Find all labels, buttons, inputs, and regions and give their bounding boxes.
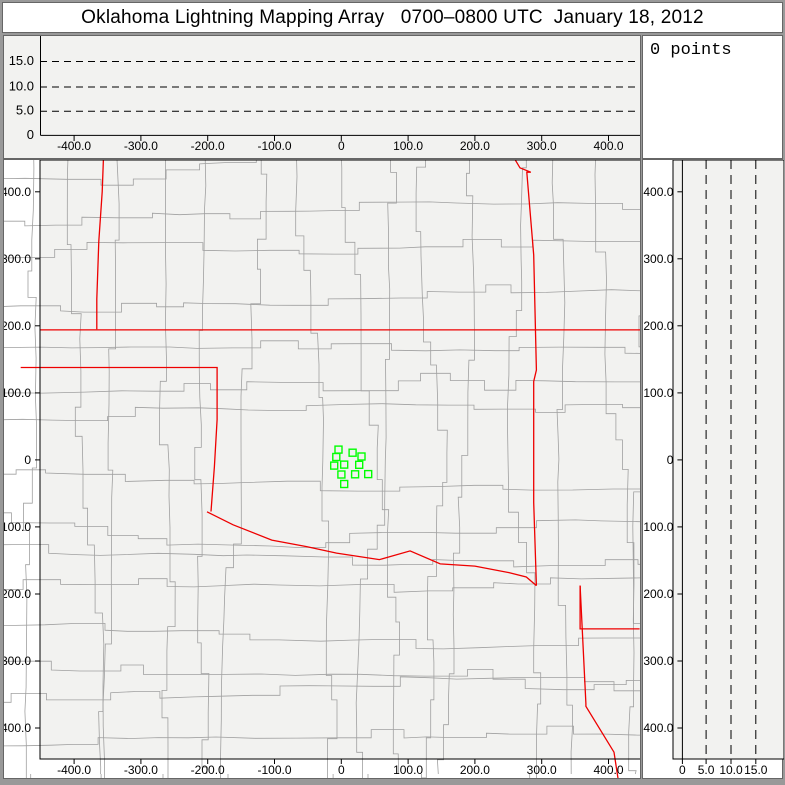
svg-text:100.0: 100.0 [393, 139, 423, 153]
svg-text:-300.0: -300.0 [4, 654, 31, 668]
svg-text:400.0: 400.0 [4, 185, 31, 199]
svg-text:-100.0: -100.0 [4, 520, 31, 534]
svg-text:-300.0: -300.0 [124, 139, 158, 153]
svg-text:5.0: 5.0 [698, 763, 715, 777]
svg-text:-200.0: -200.0 [191, 139, 225, 153]
svg-text:300.0: 300.0 [527, 763, 557, 777]
svg-text:0: 0 [27, 127, 34, 142]
svg-text:100.0: 100.0 [393, 763, 423, 777]
svg-text:-200.0: -200.0 [643, 587, 674, 601]
svg-text:15.0: 15.0 [9, 53, 34, 68]
svg-text:400.0: 400.0 [643, 185, 673, 199]
svg-text:-100.0: -100.0 [257, 763, 291, 777]
svg-text:0: 0 [338, 763, 345, 777]
svg-text:-200.0: -200.0 [191, 763, 225, 777]
svg-text:-100.0: -100.0 [643, 520, 674, 534]
svg-text:300.0: 300.0 [527, 139, 557, 153]
svg-text:5.0: 5.0 [16, 103, 34, 118]
svg-text:15.0: 15.0 [744, 763, 768, 777]
svg-text:-200.0: -200.0 [4, 587, 31, 601]
svg-text:0: 0 [679, 763, 686, 777]
svg-text:400.0: 400.0 [593, 763, 623, 777]
svg-text:-400.0: -400.0 [57, 139, 91, 153]
svg-text:200.0: 200.0 [643, 319, 673, 333]
svg-text:0: 0 [24, 453, 31, 467]
svg-text:-400.0: -400.0 [57, 763, 91, 777]
svg-text:-100.0: -100.0 [257, 139, 291, 153]
svg-text:-300.0: -300.0 [124, 763, 158, 777]
svg-text:200.0: 200.0 [460, 763, 490, 777]
svg-text:100.0: 100.0 [4, 386, 31, 400]
svg-text:300.0: 300.0 [643, 252, 673, 266]
svg-text:400.0: 400.0 [593, 139, 623, 153]
svg-text:100.0: 100.0 [643, 386, 673, 400]
svg-text:300.0: 300.0 [4, 252, 31, 266]
svg-text:-400.0: -400.0 [643, 721, 674, 735]
svg-text:-300.0: -300.0 [643, 654, 674, 668]
svg-text:10.0: 10.0 [9, 79, 34, 94]
svg-text:200.0: 200.0 [460, 139, 490, 153]
svg-text:10.0: 10.0 [719, 763, 743, 777]
svg-text:-400.0: -400.0 [4, 721, 31, 735]
svg-text:200.0: 200.0 [4, 319, 31, 333]
svg-text:0: 0 [338, 139, 345, 153]
